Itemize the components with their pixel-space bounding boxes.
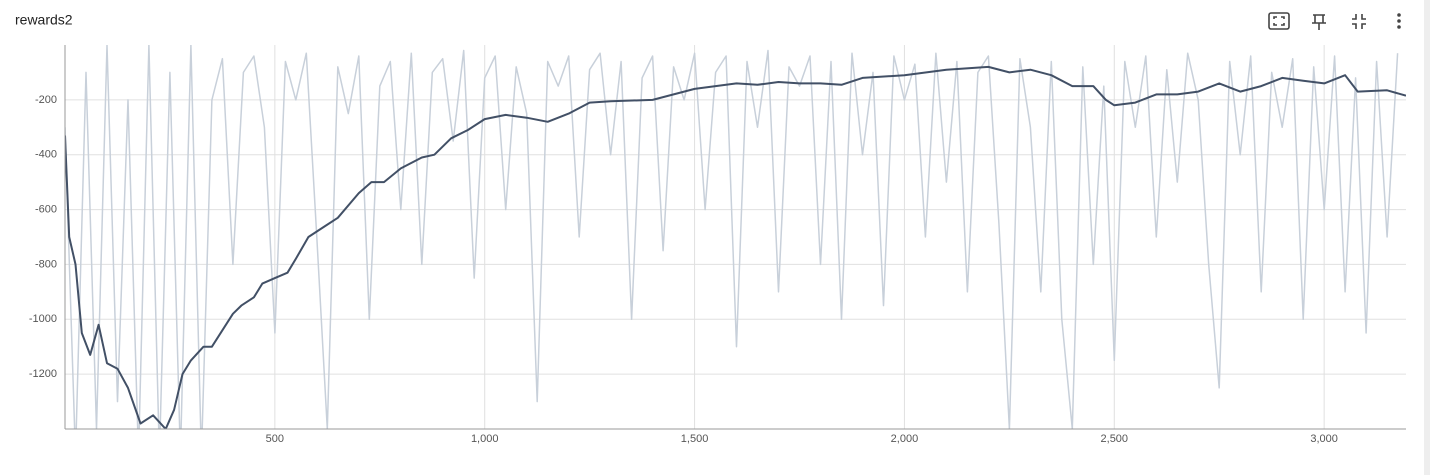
x-tick-label: 3,000 [1310, 433, 1338, 445]
x-tick-label: 500 [266, 433, 284, 445]
y-tick-label: -400 [35, 149, 57, 161]
x-tick-label: 2,000 [891, 433, 919, 445]
toolbar [1268, 12, 1401, 30]
y-tick-label: -200 [35, 94, 57, 106]
y-tick-label: -600 [35, 203, 57, 215]
pin-button[interactable] [1312, 14, 1326, 30]
grid [65, 45, 1406, 429]
x-tick-label: 1,000 [471, 433, 499, 445]
y-tick-label: -1200 [29, 368, 57, 380]
collapse-button[interactable] [1352, 14, 1366, 29]
y-tick-label: -1000 [29, 313, 57, 325]
x-tick-label: 2,500 [1101, 433, 1129, 445]
series [65, 65, 1406, 429]
raw-line [65, 45, 1399, 429]
y-tick-label: -800 [35, 258, 57, 270]
x-tick-label: 1,500 [681, 433, 709, 445]
more-button[interactable] [1397, 13, 1401, 29]
smoothed-line [65, 65, 1406, 429]
scrollbar[interactable] [1424, 0, 1430, 475]
chart-title: rewards2 [15, 12, 73, 28]
fit-domain-button[interactable] [1268, 12, 1290, 30]
series [65, 45, 1399, 429]
